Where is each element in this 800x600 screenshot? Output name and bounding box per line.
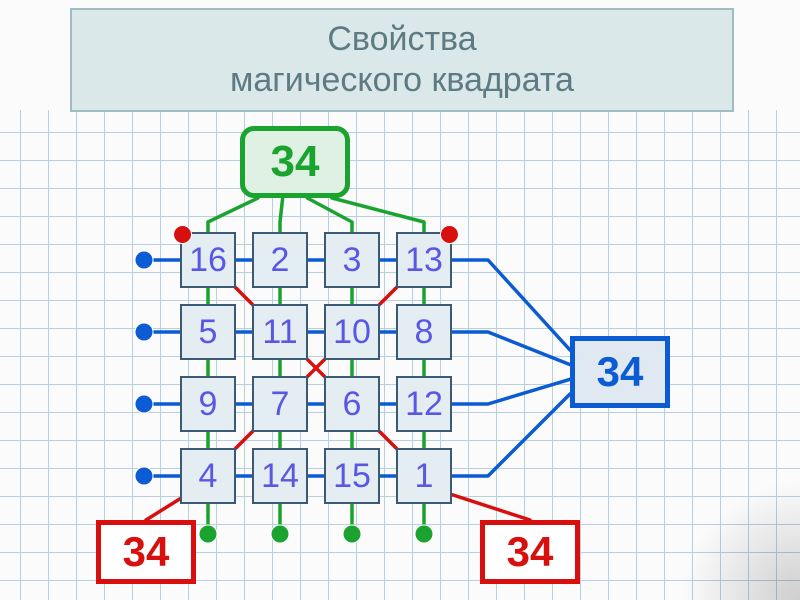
title-line-2: магического квадрата — [230, 61, 574, 99]
title-box: Свойствамагического квадрата — [70, 8, 734, 112]
page-curl — [680, 480, 800, 600]
cell-0-3: 13 — [396, 232, 452, 288]
sum-value-diag-anti: 34 — [123, 528, 170, 576]
sum-badge-diag-anti: 34 — [96, 520, 196, 584]
cell-0-2: 3 — [324, 232, 380, 288]
cell-3-1: 14 — [252, 448, 308, 504]
sum-badge-diag-main: 34 — [480, 520, 580, 584]
title-line-1: Свойства — [327, 20, 476, 58]
cell-3-0: 4 — [180, 448, 236, 504]
cell-2-2: 6 — [324, 376, 380, 432]
cell-3-2: 15 — [324, 448, 380, 504]
title-text: Свойствамагического квадрата — [230, 19, 574, 101]
sum-badge-rows: 34 — [570, 336, 670, 408]
stage: { "title": { "line1": "Свойства", "line2… — [0, 0, 800, 600]
cell-1-2: 10 — [324, 304, 380, 360]
sum-value-rows: 34 — [597, 348, 644, 396]
cell-2-0: 9 — [180, 376, 236, 432]
sum-badge-columns: 34 — [240, 126, 350, 198]
sum-value-diag-main: 34 — [507, 528, 554, 576]
cell-1-0: 5 — [180, 304, 236, 360]
cell-1-1: 11 — [252, 304, 308, 360]
cell-3-3: 1 — [396, 448, 452, 504]
cell-2-3: 12 — [396, 376, 452, 432]
cell-0-0: 16 — [180, 232, 236, 288]
sum-value-columns: 34 — [271, 137, 320, 187]
cell-0-1: 2 — [252, 232, 308, 288]
cell-2-1: 7 — [252, 376, 308, 432]
cell-1-3: 8 — [396, 304, 452, 360]
